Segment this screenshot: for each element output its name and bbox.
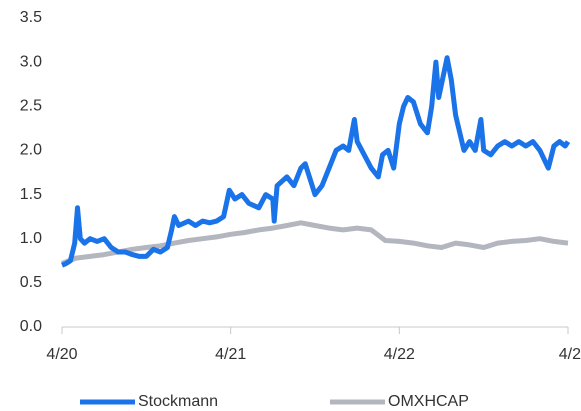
y-tick-label: 0.0 <box>20 318 42 335</box>
line <box>61 55 571 268</box>
x-tick-label: 4/2 <box>559 346 581 363</box>
y-tick-label: 0.5 <box>20 274 42 291</box>
legend-label: OMXHCAP <box>388 393 469 410</box>
y-tick-label: 3.0 <box>20 53 42 70</box>
y-tick-label: 1.5 <box>20 186 42 203</box>
y-tick-label: 3.5 <box>20 9 42 26</box>
y-tick-label: 1.0 <box>20 230 42 247</box>
line <box>61 220 569 266</box>
x-tick-label: 4/20 <box>46 346 77 363</box>
y-tick-label: 2.0 <box>20 142 42 159</box>
legend-label: Stockmann <box>138 393 218 410</box>
x-tick-label: 4/22 <box>384 346 415 363</box>
y-tick-label: 2.5 <box>20 98 42 115</box>
x-tick-label: 4/21 <box>215 346 246 363</box>
